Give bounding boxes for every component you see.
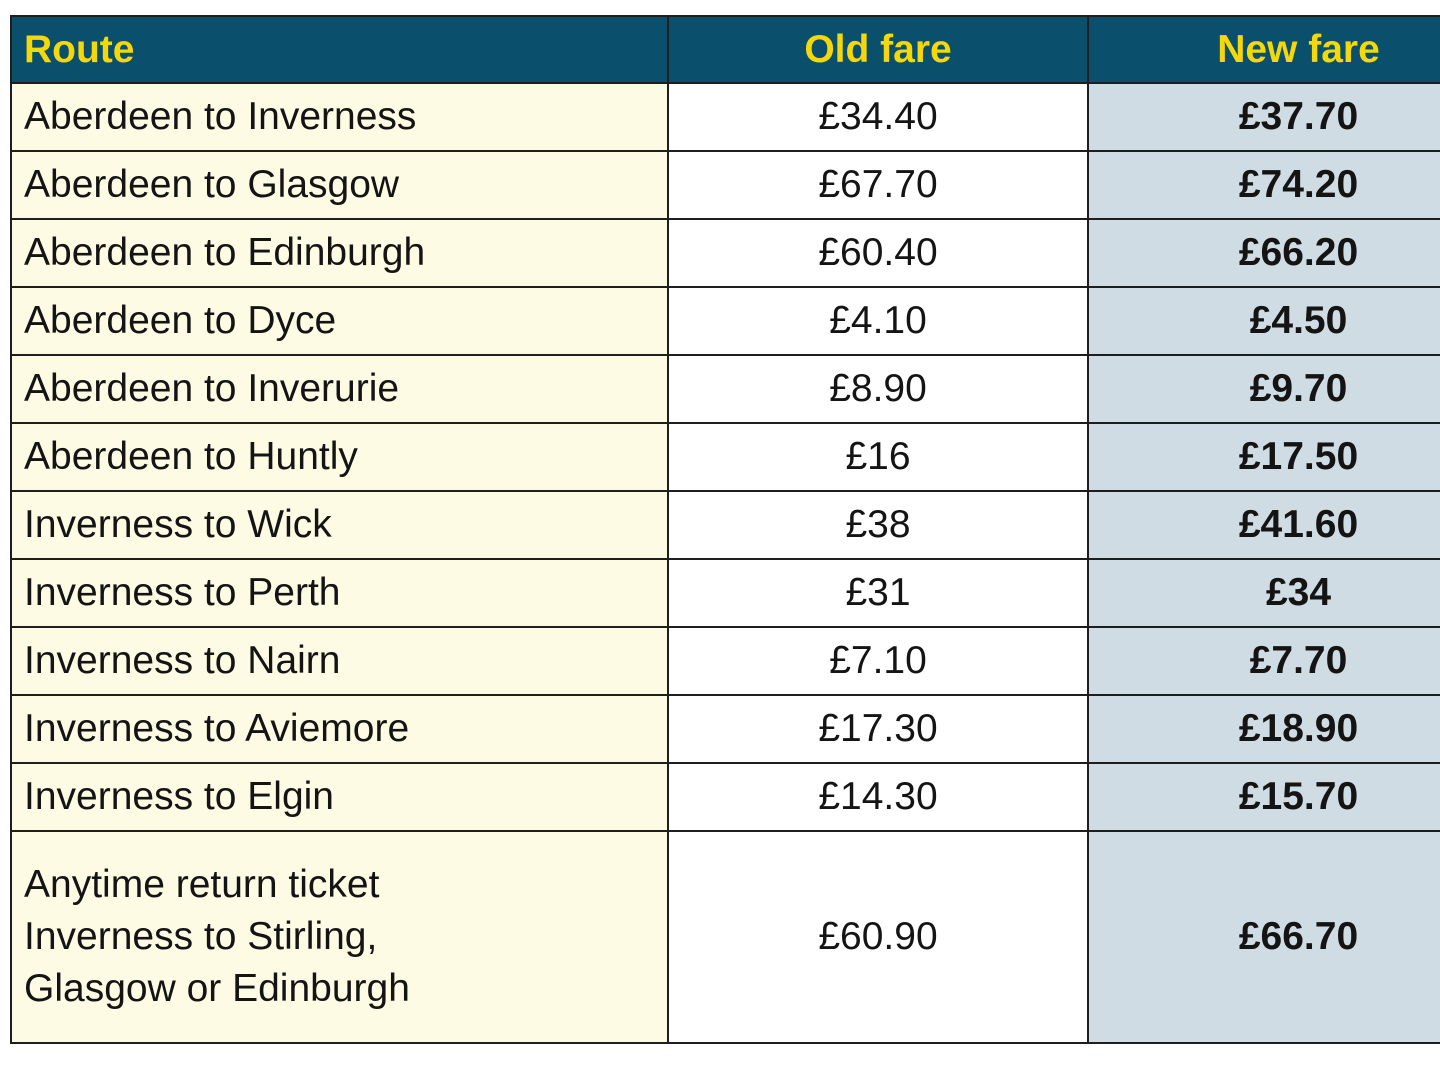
new-fare-cell: £4.50 xyxy=(1087,286,1440,356)
route-cell: Inverness to Perth xyxy=(10,558,669,628)
table-row: Anytime return ticket Inverness to Stirl… xyxy=(10,830,1440,1044)
old-fare-cell: £38 xyxy=(667,490,1089,560)
old-fare-cell: £14.30 xyxy=(667,762,1089,832)
new-fare-cell: £9.70 xyxy=(1087,354,1440,424)
old-fare-cell: £67.70 xyxy=(667,150,1089,220)
old-fare-cell: £4.10 xyxy=(667,286,1089,356)
table-row: Inverness to Elgin £14.30 £15.70 xyxy=(10,762,1440,832)
table-row: Inverness to Nairn £7.10 £7.70 xyxy=(10,626,1440,696)
table-row: Inverness to Aviemore £17.30 £18.90 xyxy=(10,694,1440,764)
new-fare-cell: £15.70 xyxy=(1087,762,1440,832)
table-row: Inverness to Wick £38 £41.60 xyxy=(10,490,1440,560)
new-fare-cell: £41.60 xyxy=(1087,490,1440,560)
route-cell: Aberdeen to Huntly xyxy=(10,422,669,492)
old-fare-cell: £7.10 xyxy=(667,626,1089,696)
table-body: Aberdeen to Inverness £34.40 £37.70 Aberdee… xyxy=(10,82,1440,1044)
route-cell: Aberdeen to Glasgow xyxy=(10,150,669,220)
route-cell: Aberdeen to Inverurie xyxy=(10,354,669,424)
table-row: Aberdeen to Inverurie £8.90 £9.70 xyxy=(10,354,1440,424)
table-row: Aberdeen to Edinburgh £60.40 £66.20 xyxy=(10,218,1440,288)
old-fare-cell: £60.90 xyxy=(667,830,1089,1044)
new-fare-cell: £66.70 xyxy=(1087,830,1440,1044)
column-header: Route xyxy=(10,15,669,84)
header-row: Route Old fare New fare xyxy=(10,15,1440,84)
table-row: Aberdeen to Inverness £34.40 £37.70 xyxy=(10,82,1440,152)
new-fare-cell: £74.20 xyxy=(1087,150,1440,220)
old-fare-cell: £16 xyxy=(667,422,1089,492)
column-header: New fare xyxy=(1087,15,1440,84)
route-cell: Aberdeen to Edinburgh xyxy=(10,218,669,288)
new-fare-cell: £17.50 xyxy=(1087,422,1440,492)
table-row: Inverness to Perth £31 £34 xyxy=(10,558,1440,628)
route-cell: Inverness to Aviemore xyxy=(10,694,669,764)
table-row: Aberdeen to Dyce £4.10 £4.50 xyxy=(10,286,1440,356)
route-cell: Inverness to Wick xyxy=(10,490,669,560)
fare-table: Route Old fare New fare Aberdeen to Invern… xyxy=(10,15,1440,1044)
new-fare-cell: £18.90 xyxy=(1087,694,1440,764)
new-fare-cell: £34 xyxy=(1087,558,1440,628)
route-cell: Aberdeen to Inverness xyxy=(10,82,669,152)
route-cell: Inverness to Nairn xyxy=(10,626,669,696)
old-fare-cell: £8.90 xyxy=(667,354,1089,424)
route-cell: Inverness to Elgin xyxy=(10,762,669,832)
old-fare-cell: £31 xyxy=(667,558,1089,628)
column-header: Old fare xyxy=(667,15,1089,84)
new-fare-cell: £37.70 xyxy=(1087,82,1440,152)
new-fare-cell: £7.70 xyxy=(1087,626,1440,696)
route-cell: Anytime return ticket Inverness to Stirl… xyxy=(10,830,669,1044)
route-cell: Aberdeen to Dyce xyxy=(10,286,669,356)
old-fare-cell: £60.40 xyxy=(667,218,1089,288)
table-row: Aberdeen to Huntly £16 £17.50 xyxy=(10,422,1440,492)
old-fare-cell: £34.40 xyxy=(667,82,1089,152)
old-fare-cell: £17.30 xyxy=(667,694,1089,764)
table-row: Aberdeen to Glasgow £67.70 £74.20 xyxy=(10,150,1440,220)
new-fare-cell: £66.20 xyxy=(1087,218,1440,288)
